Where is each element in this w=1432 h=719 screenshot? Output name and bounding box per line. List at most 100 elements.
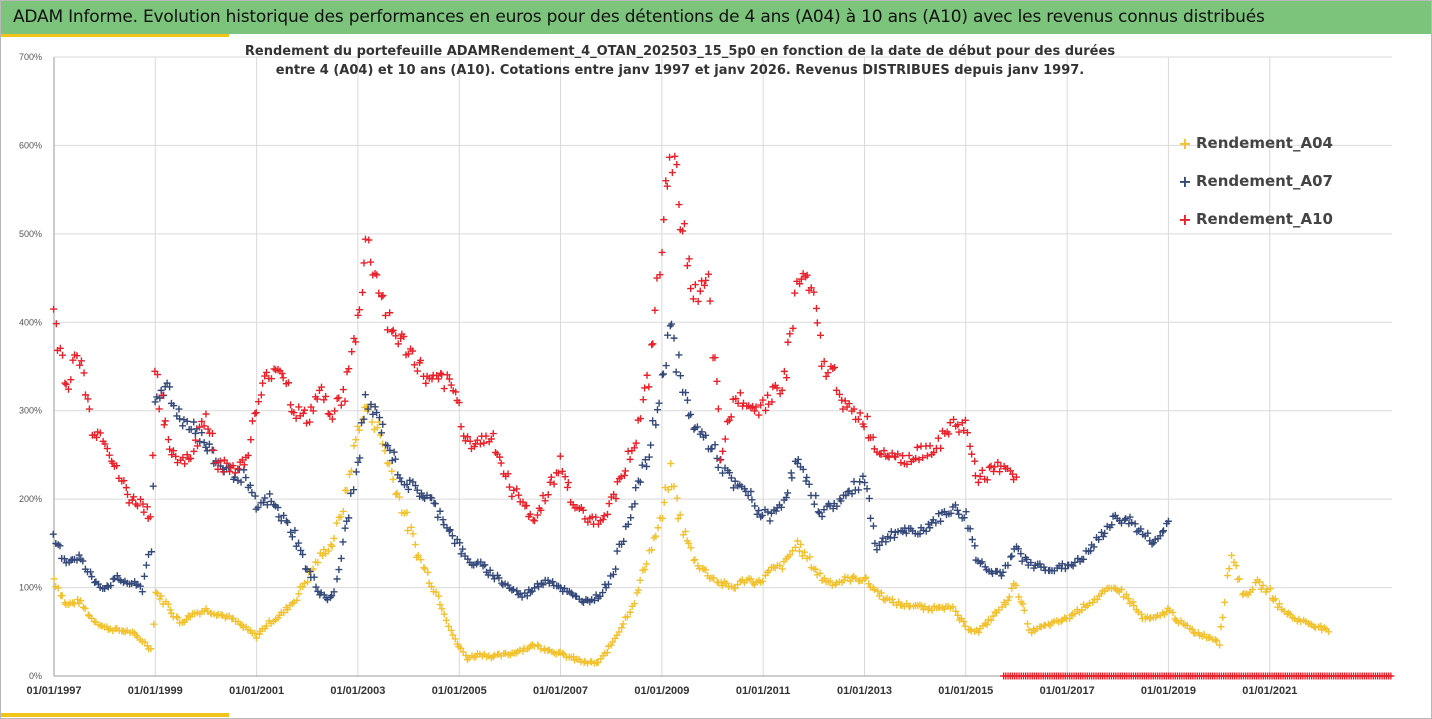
- series-1-point: [274, 504, 282, 511]
- series-0-point: [1004, 596, 1012, 604]
- series-1-point: [148, 548, 156, 556]
- series-1-point: [658, 371, 666, 379]
- series-2-point: [824, 369, 832, 377]
- series-2-point: [440, 385, 448, 393]
- series-1-point: [299, 550, 307, 558]
- series-2-point: [757, 401, 765, 409]
- series-1-point: [652, 421, 660, 429]
- series-1-point: [356, 454, 364, 462]
- series-2-point: [428, 375, 436, 383]
- series-0-point: [673, 494, 681, 502]
- series-1-point: [523, 592, 531, 600]
- series-2-point: [976, 472, 984, 480]
- series-2-point: [666, 153, 674, 161]
- series-1-point: [1027, 559, 1035, 567]
- series-2-point: [352, 338, 360, 346]
- series-2-point: [926, 442, 934, 450]
- series-1-point: [369, 410, 377, 418]
- x-tick-label: 01/01/2005: [432, 685, 487, 697]
- series-0-point: [50, 575, 58, 583]
- series-2-point: [584, 518, 592, 526]
- series-1-point: [833, 502, 841, 510]
- series-2-point: [191, 436, 199, 444]
- series-1-point: [428, 494, 436, 502]
- series-0-point: [217, 611, 225, 619]
- series-2-point: [547, 473, 555, 481]
- series-0-point: [718, 582, 726, 590]
- series-1-point: [345, 514, 353, 522]
- series-0-point: [404, 527, 412, 535]
- series-1-point: [242, 474, 250, 482]
- series-1-point: [107, 582, 115, 590]
- series-2-point: [683, 262, 691, 270]
- series-0-point: [445, 622, 453, 630]
- series-2-point: [348, 348, 356, 356]
- series-2-point: [960, 426, 968, 434]
- series-1-point: [932, 519, 940, 527]
- series-0-point: [174, 614, 182, 622]
- series-2-point: [768, 398, 776, 406]
- series-1-point: [997, 572, 1005, 580]
- series-2-point: [537, 506, 545, 514]
- series-2-point: [641, 384, 649, 392]
- series-1-point: [149, 482, 157, 490]
- header-bar: ADAM Informe. Evolution historique des p…: [1, 1, 1431, 34]
- series-0-point: [251, 629, 259, 637]
- series-1-point: [753, 510, 761, 518]
- series-0-point: [1259, 581, 1267, 589]
- series-1-point: [445, 527, 453, 535]
- series-2-point: [161, 417, 169, 425]
- series-2-point: [69, 356, 77, 364]
- series-2-point: [719, 447, 727, 455]
- series-0-point: [1093, 596, 1101, 604]
- series-1-point: [330, 588, 338, 596]
- series-2-point: [680, 220, 688, 228]
- series-2-point: [637, 415, 645, 423]
- series-2-point: [546, 478, 554, 486]
- series-2-point: [880, 447, 888, 455]
- series-1-point: [391, 455, 399, 463]
- series-2-point: [841, 397, 849, 405]
- series-0-point: [304, 578, 312, 586]
- series-2-point: [219, 468, 227, 476]
- series-2-point: [796, 280, 804, 288]
- series-0-point: [395, 493, 403, 501]
- series-2-point: [303, 419, 311, 427]
- series-1-point: [251, 492, 259, 500]
- series-1-point: [1122, 515, 1130, 523]
- series-0-point: [641, 565, 649, 573]
- series-2-point: [295, 403, 303, 411]
- series-0-point: [764, 568, 772, 576]
- series-2-point: [482, 432, 490, 440]
- series-1-point: [246, 481, 254, 489]
- series-0-point: [389, 475, 397, 483]
- series-0-point: [435, 592, 443, 600]
- series-2-point: [996, 468, 1004, 476]
- series-0-point: [300, 579, 308, 587]
- series-2-point: [600, 512, 608, 520]
- y-tick-label: 300%: [19, 406, 42, 416]
- series-1-point: [1090, 543, 1098, 551]
- series-1-point: [924, 520, 932, 528]
- series-2-point: [187, 454, 195, 462]
- series-1-point: [879, 534, 887, 542]
- series-0-point: [699, 564, 707, 572]
- series-2-point: [255, 398, 263, 406]
- series-1-point: [200, 439, 208, 447]
- series-2-point: [324, 410, 332, 418]
- series-1-point: [459, 545, 467, 553]
- series-0-point: [1228, 551, 1236, 559]
- series-1-point: [457, 550, 465, 558]
- series-2-point: [903, 460, 911, 468]
- series-1-point: [810, 500, 818, 508]
- series-0-point: [1137, 610, 1145, 618]
- series-1-point: [119, 578, 127, 586]
- series-2-point: [649, 340, 657, 348]
- series-2-point: [223, 459, 231, 467]
- series-2-point: [355, 306, 363, 314]
- series-2-point: [946, 419, 954, 427]
- series-1-point: [481, 561, 489, 569]
- series-1-point: [545, 579, 553, 587]
- series-0-point: [623, 613, 631, 621]
